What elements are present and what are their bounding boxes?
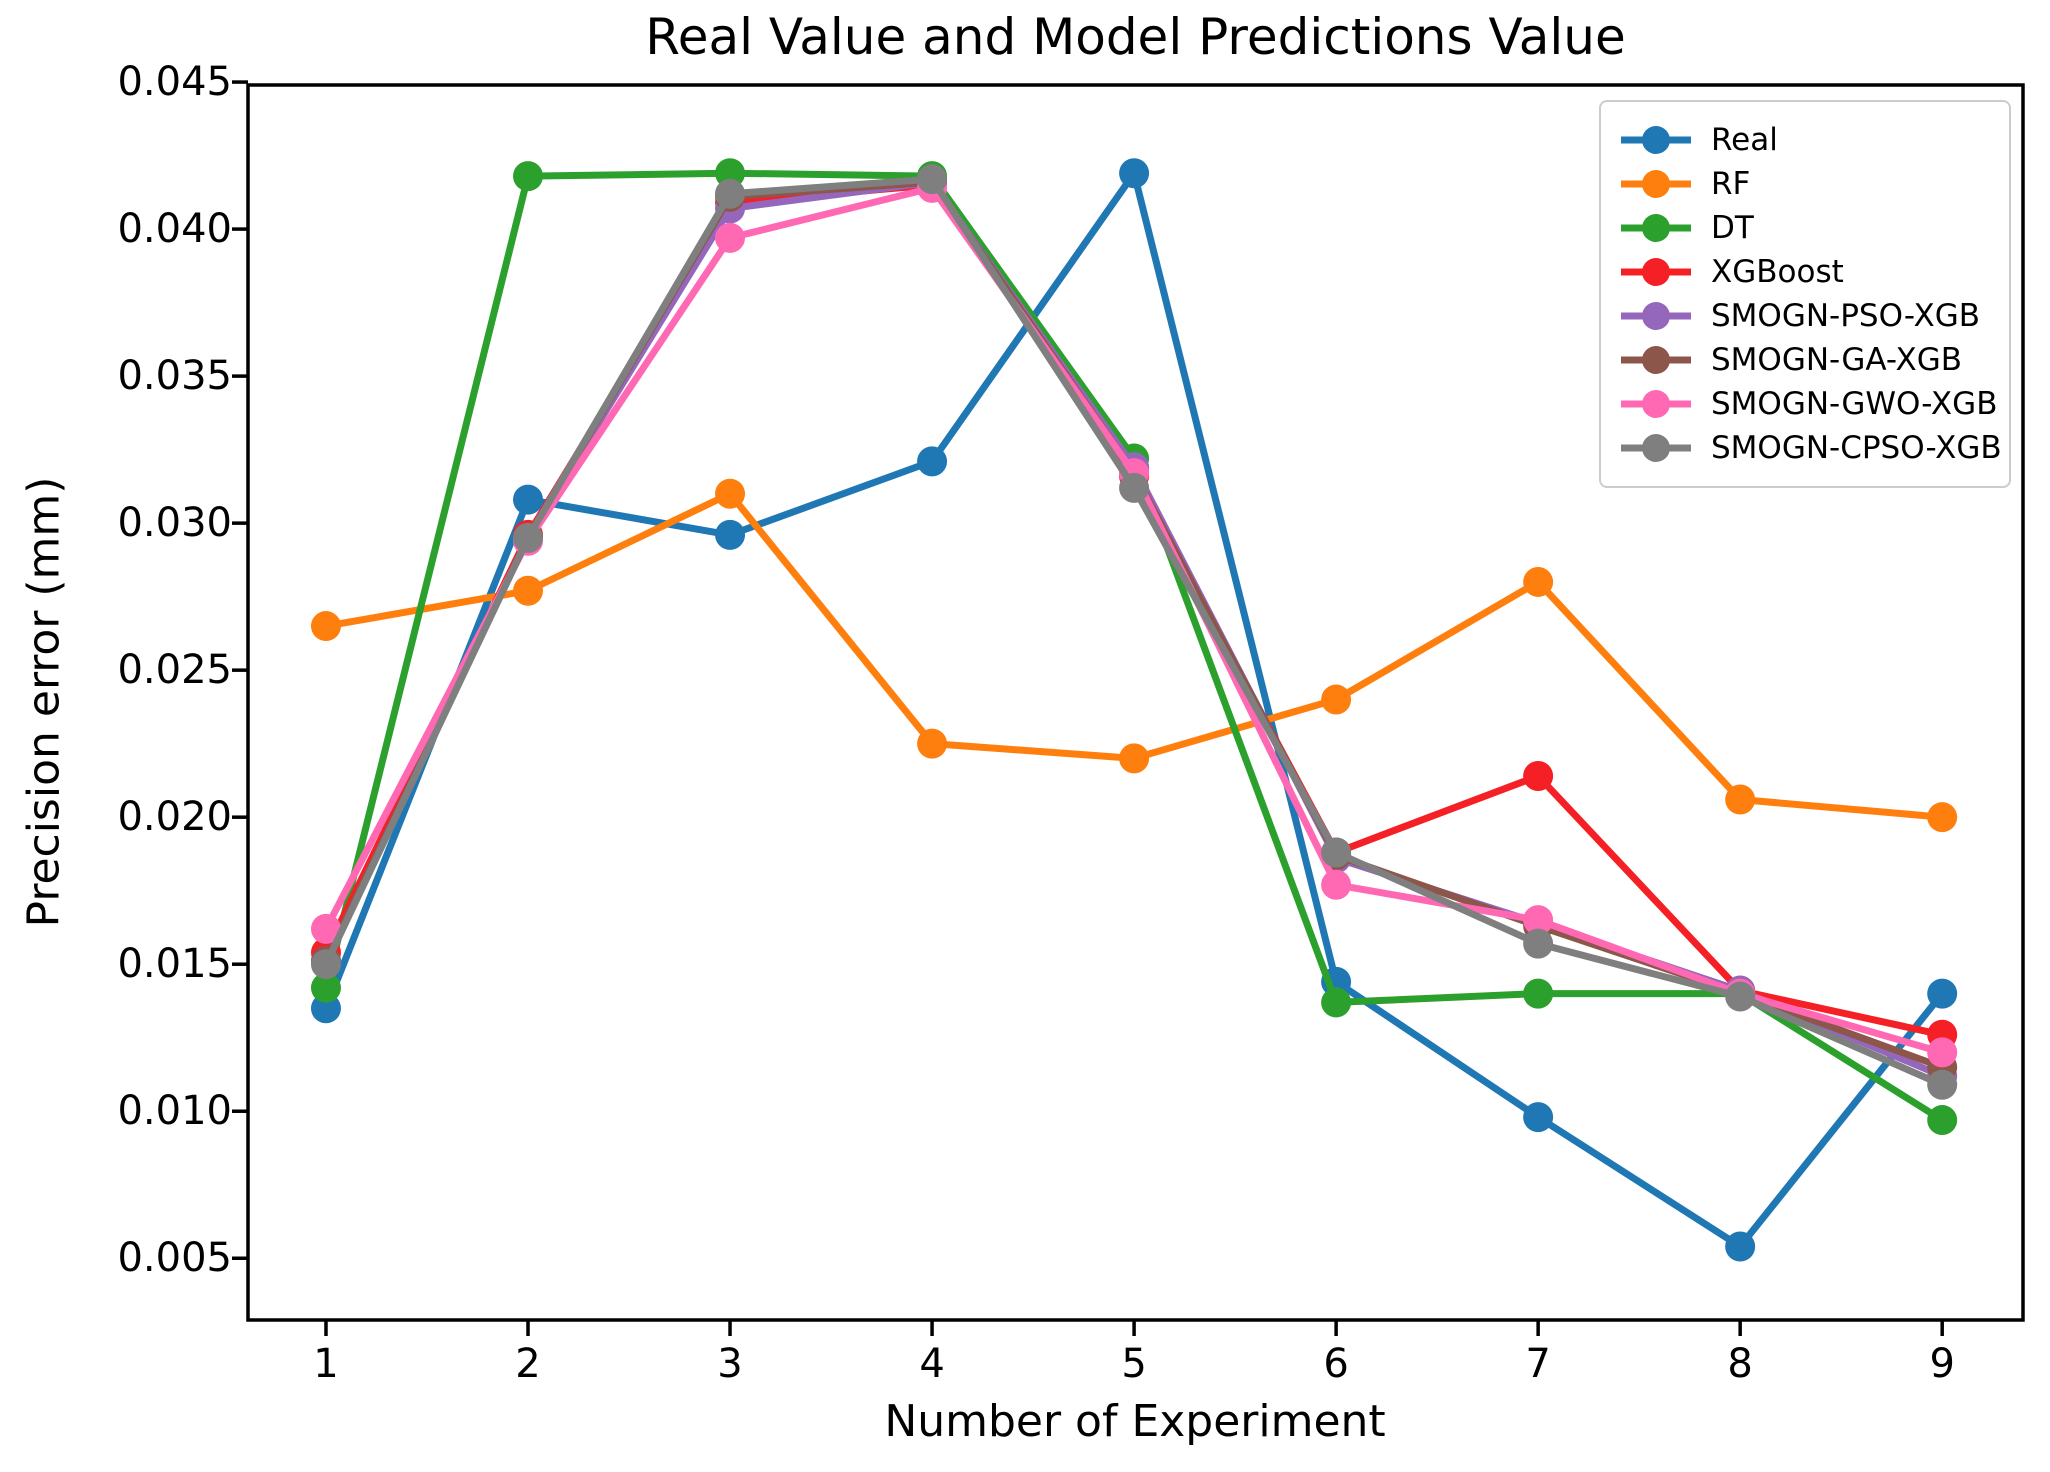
series-marker-RF: [917, 728, 948, 759]
legend-label: SMOGN-CPSO-XGB: [1711, 430, 2002, 466]
legend-label: SMOGN-GA-XGB: [1711, 342, 1963, 378]
series-marker-RF: [310, 611, 341, 642]
series-marker-SMOGN-CPSO-XGB: [1725, 981, 1756, 1012]
legend-row: SMOGN-GWO-XGB: [1619, 382, 1997, 426]
legend-row: XGBoost: [1619, 250, 1991, 294]
legend-label: RF: [1711, 166, 1751, 202]
series-marker-SMOGN-CPSO-XGB: [1119, 472, 1150, 503]
legend-label: SMOGN-PSO-XGB: [1711, 298, 1981, 334]
series-marker-DT: [715, 158, 746, 189]
series-marker-SMOGN-GWO-XGB: [1321, 869, 1352, 900]
chart-title: Real Value and Model Predictions Value: [645, 8, 1626, 66]
y-tick-label: 0.025: [117, 647, 232, 694]
y-tick-label: 0.020: [117, 794, 232, 841]
y-tick-label: 0.005: [117, 1235, 232, 1282]
series-marker-DT: [513, 161, 544, 192]
plot-border: [246, 83, 2025, 1322]
y-tick-label: 0.040: [117, 206, 232, 253]
series-marker-SMOGN-GWO-XGB: [310, 913, 341, 944]
x-tick-label: 9: [1929, 1341, 1955, 1387]
legend-row: DT: [1619, 206, 1991, 250]
series-marker-RF: [1523, 566, 1554, 597]
y-tick-label: 0.045: [117, 59, 232, 106]
series-marker-SMOGN-GWO-XGB: [1927, 1037, 1958, 1068]
legend-row: SMOGN-GA-XGB: [1619, 338, 1991, 382]
series-marker-DT: [1321, 987, 1352, 1018]
series-marker-RF: [513, 575, 544, 606]
line-marker-swatch-icon: [1621, 258, 1691, 286]
series-marker-RF: [1321, 684, 1352, 715]
legend-row: SMOGN-PSO-XGB: [1619, 294, 1991, 338]
legend-row: Real: [1619, 118, 1991, 162]
line-marker-swatch-icon: [1621, 214, 1691, 242]
series-marker-Real: [1523, 1102, 1554, 1133]
series-marker-DT: [310, 972, 341, 1003]
series-marker-XGBoost: [1523, 761, 1554, 792]
series-marker-Real: [1119, 158, 1150, 189]
legend-label: SMOGN-GWO-XGB: [1711, 386, 1998, 422]
legend-label: DT: [1711, 210, 1754, 246]
series-marker-RF: [1927, 802, 1958, 833]
series-marker-SMOGN-CPSO-XGB: [310, 949, 341, 980]
y-tick-label: 0.035: [117, 353, 232, 400]
x-axis-label: Number of Experiment: [884, 1396, 1386, 1447]
series-marker-Real: [513, 484, 544, 515]
series-marker-RF: [715, 478, 746, 509]
series-marker-Real: [715, 519, 746, 550]
legend-label: XGBoost: [1711, 254, 1844, 290]
series-marker-SMOGN-GWO-XGB: [715, 222, 746, 253]
x-tick-label: 4: [919, 1341, 945, 1387]
legend-row: SMOGN-CPSO-XGB: [1619, 426, 2002, 470]
series-marker-Real: [310, 993, 341, 1024]
series-marker-SMOGN-CPSO-XGB: [513, 522, 544, 553]
x-tick-label: 1: [313, 1341, 339, 1387]
line-marker-swatch-icon: [1621, 126, 1691, 154]
x-tick-label: 7: [1525, 1341, 1551, 1387]
y-tick-label: 0.030: [117, 500, 232, 547]
legend-row: RF: [1619, 162, 1991, 206]
legend: Real RF DT XGBoost SMOGN-PSO-XGB SMOGN-G…: [1599, 100, 2011, 488]
series-marker-RF: [1119, 743, 1150, 774]
x-tick-label: 2: [515, 1341, 541, 1387]
series-marker-Real: [1927, 978, 1958, 1009]
series-marker-RF: [1725, 784, 1756, 815]
x-tick-label: 5: [1121, 1341, 1147, 1387]
x-tick-label: 6: [1323, 1341, 1349, 1387]
series-marker-DT: [1523, 978, 1554, 1009]
series-marker-SMOGN-GWO-XGB: [1523, 905, 1554, 936]
series-marker-DT: [1927, 1105, 1958, 1136]
series-marker-SMOGN-CPSO-XGB: [1927, 1069, 1958, 1100]
y-tick-label: 0.015: [117, 941, 232, 988]
line-marker-swatch-icon: [1621, 434, 1691, 462]
series-marker-SMOGN-CPSO-XGB: [1523, 928, 1554, 959]
line-marker-swatch-icon: [1621, 170, 1691, 198]
series-marker-Real: [1725, 1231, 1756, 1262]
series-marker-SMOGN-CPSO-XGB: [715, 178, 746, 209]
y-tick-label: 0.010: [117, 1088, 232, 1135]
line-marker-swatch-icon: [1621, 346, 1691, 374]
series-marker-SMOGN-CPSO-XGB: [917, 164, 948, 195]
series-marker-SMOGN-CPSO-XGB: [1321, 837, 1352, 868]
line-marker-swatch-icon: [1621, 390, 1691, 418]
line-marker-swatch-icon: [1621, 302, 1691, 330]
legend-label: Real: [1711, 122, 1778, 158]
x-tick-label: 3: [717, 1341, 743, 1387]
x-tick-label: 8: [1727, 1341, 1753, 1387]
series-marker-Real: [917, 446, 948, 477]
